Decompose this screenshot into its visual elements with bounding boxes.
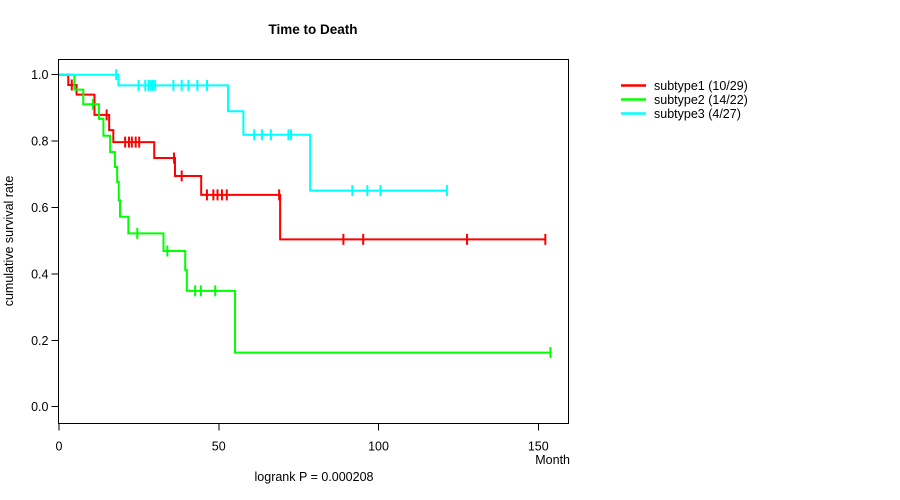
km-curve-subtype1 [59, 73, 546, 241]
x-tick-label: 150 [528, 440, 549, 454]
y-axis-label: cumulative survival rate [2, 176, 16, 307]
legend: subtype1 (10/29)subtype2 (14/22)subtype3… [621, 79, 748, 121]
censor-marks-subtype3 [115, 69, 448, 197]
y-tick-label: 0.2 [31, 334, 48, 348]
km-curve-subtype3 [59, 73, 447, 192]
plot-area-border [58, 59, 569, 424]
legend-label-1: subtype1 (10/29) [654, 79, 748, 93]
legend-label-3: subtype3 (4/27) [654, 107, 741, 121]
y-tick-label: 1.0 [31, 68, 48, 82]
x-axis-label: Month [535, 453, 570, 467]
y-tick-label: 0.0 [31, 400, 48, 414]
y-tick-label: 0.8 [31, 135, 48, 149]
series-curves [59, 69, 552, 359]
censor-marks-subtype2 [91, 98, 552, 359]
y-axis: 0.0 0.2 0.4 0.6 0.8 1.0 [31, 68, 59, 414]
x-tick-label: 100 [368, 440, 389, 454]
km-curve-subtype2 [59, 73, 551, 354]
x-axis: 0 50 100 150 [56, 423, 549, 454]
chart-title: Time to Death [268, 22, 357, 37]
logrank-annotation: logrank P = 0.000208 [255, 470, 374, 484]
x-tick-label: 50 [212, 440, 226, 454]
y-tick-label: 0.4 [31, 267, 48, 281]
y-tick-label: 0.6 [31, 201, 48, 215]
censor-marks-subtype1 [70, 79, 547, 245]
legend-label-2: subtype2 (14/22) [654, 93, 748, 107]
x-tick-label: 0 [56, 440, 63, 454]
